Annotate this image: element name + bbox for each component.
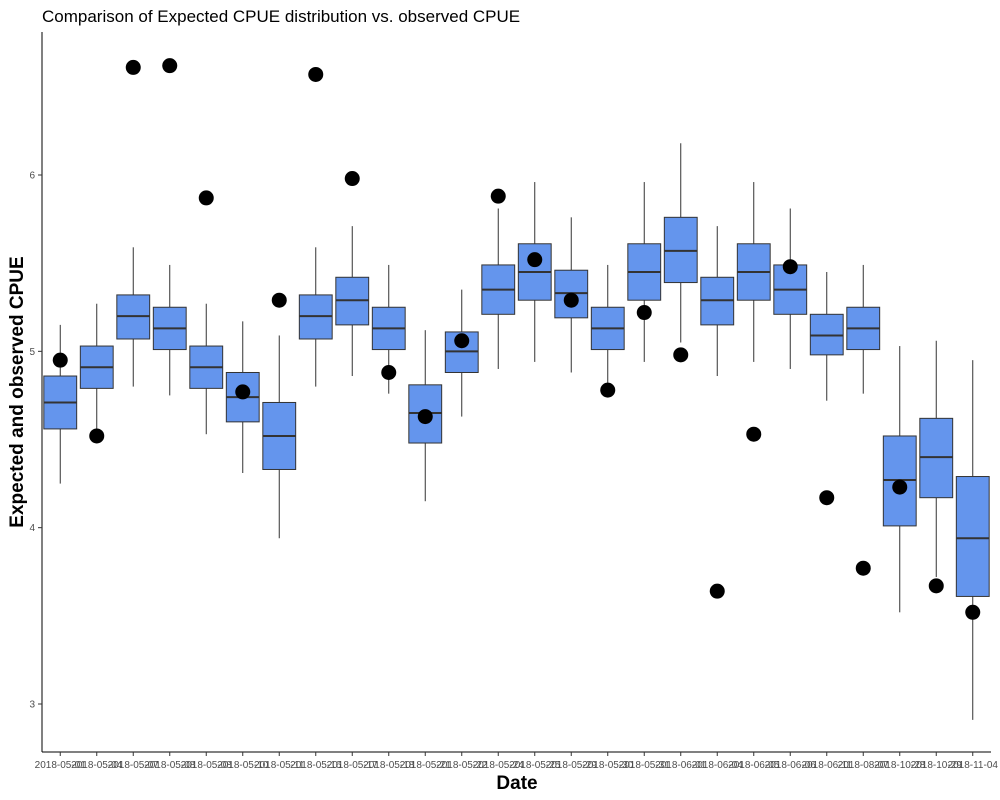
- observed-point-16: [600, 382, 616, 398]
- x-tick-label: 2018-05-25: [509, 760, 561, 771]
- plot-area: [43, 58, 990, 720]
- box-9: [335, 226, 370, 377]
- x-tick-label: 2018-10-29: [911, 760, 963, 771]
- observed-point-20: [746, 426, 762, 442]
- observed-point-21: [782, 259, 798, 275]
- x-tick-label: 2018-05-04: [71, 760, 123, 771]
- x-tick-label: 2018-05-24: [473, 760, 525, 771]
- box-16: [590, 264, 625, 394]
- observed-point-14: [527, 252, 543, 268]
- x-tick-label: 2018-05-30: [582, 760, 634, 771]
- x-tick-label: 2018-06-11: [802, 760, 853, 771]
- observed-point-8: [308, 66, 324, 82]
- observed-point-13: [490, 188, 506, 204]
- box-2: [79, 303, 114, 431]
- observed-point-18: [673, 347, 689, 363]
- x-tick-label: 2018-06-04: [692, 760, 744, 771]
- observed-point-11: [417, 409, 433, 425]
- observed-point-2: [89, 428, 105, 444]
- box-1: [43, 324, 78, 484]
- x-axis-title: Date: [496, 773, 537, 794]
- observed-point-26: [965, 604, 981, 620]
- observed-point-9: [344, 171, 360, 187]
- x-tick-label: 2018-05-07: [108, 760, 160, 771]
- x-tick-label: 2018-11-04: [948, 760, 999, 771]
- box-19: [700, 226, 735, 377]
- x-tick-label: 2018-05-31: [619, 760, 671, 771]
- observed-point-22: [819, 490, 835, 506]
- box-13: [481, 208, 516, 369]
- x-tick-label: 2018-05-16: [290, 760, 342, 771]
- box-20: [736, 182, 771, 362]
- y-axis-ticks: 3 4 5 6: [29, 171, 42, 711]
- observed-point-17: [636, 305, 652, 321]
- box-17: [627, 182, 662, 362]
- chart-title: Comparison of Expected CPUE distribution…: [42, 7, 520, 26]
- observed-point-15: [563, 292, 579, 308]
- box-3: [116, 247, 151, 387]
- x-tick-label: 2018-05-17: [327, 760, 379, 771]
- y-tick-label: 3: [29, 700, 35, 711]
- observed-point-6: [235, 384, 251, 400]
- observed-point-1: [52, 352, 68, 368]
- x-tick-label: 2018-05-11: [254, 760, 305, 771]
- box-10: [371, 264, 406, 394]
- x-tick-label: 2018-05-29: [546, 760, 598, 771]
- observed-point-3: [125, 59, 141, 75]
- box-18: [663, 143, 698, 343]
- box-25: [919, 340, 954, 578]
- box-body: [955, 476, 990, 597]
- box-12: [444, 289, 479, 417]
- box-26: [955, 360, 990, 720]
- observed-point-10: [381, 364, 397, 380]
- box-22: [809, 271, 844, 401]
- box-5: [189, 303, 224, 435]
- observed-point-23: [855, 560, 871, 576]
- x-tick-label: 2018-05-08: [144, 760, 196, 771]
- x-tick-label: 2018-10-28: [874, 760, 926, 771]
- box-4: [152, 264, 187, 396]
- observed-point-25: [928, 578, 944, 594]
- x-tick-label: 2018-06-06: [765, 760, 817, 771]
- x-tick-label: 2018-06-05: [728, 760, 780, 771]
- x-tick-label: 2018-05-22: [436, 760, 488, 771]
- x-tick-label: 2018-08-07: [838, 760, 890, 771]
- observed-point-24: [892, 479, 908, 495]
- observed-point-7: [271, 292, 287, 308]
- x-tick-label: 2018-05-08: [181, 760, 233, 771]
- box-24: [882, 346, 917, 613]
- x-tick-label: 2018-05-10: [217, 760, 269, 771]
- x-tick-label: 2018-05-18: [363, 760, 415, 771]
- box-23: [846, 264, 881, 394]
- observed-point-4: [162, 58, 178, 74]
- x-axis-ticks: 2018-05-012018-05-042018-05-072018-05-08…: [35, 752, 999, 771]
- box-14: [517, 182, 552, 362]
- y-tick-label: 5: [29, 347, 35, 358]
- box-8: [298, 247, 333, 387]
- box-21: [773, 208, 808, 369]
- x-tick-label: 2018-06-01: [655, 760, 707, 771]
- observed-point-5: [198, 190, 214, 206]
- y-tick-label: 6: [29, 171, 35, 182]
- x-tick-label: 2018-05-21: [400, 760, 452, 771]
- observed-point-12: [454, 333, 470, 349]
- box-7: [262, 335, 297, 539]
- observed-point-19: [709, 583, 725, 599]
- y-tick-label: 4: [29, 523, 35, 534]
- x-tick-label: 2018-05-01: [35, 760, 87, 771]
- y-axis-title: Expected and observed CPUE: [7, 256, 28, 527]
